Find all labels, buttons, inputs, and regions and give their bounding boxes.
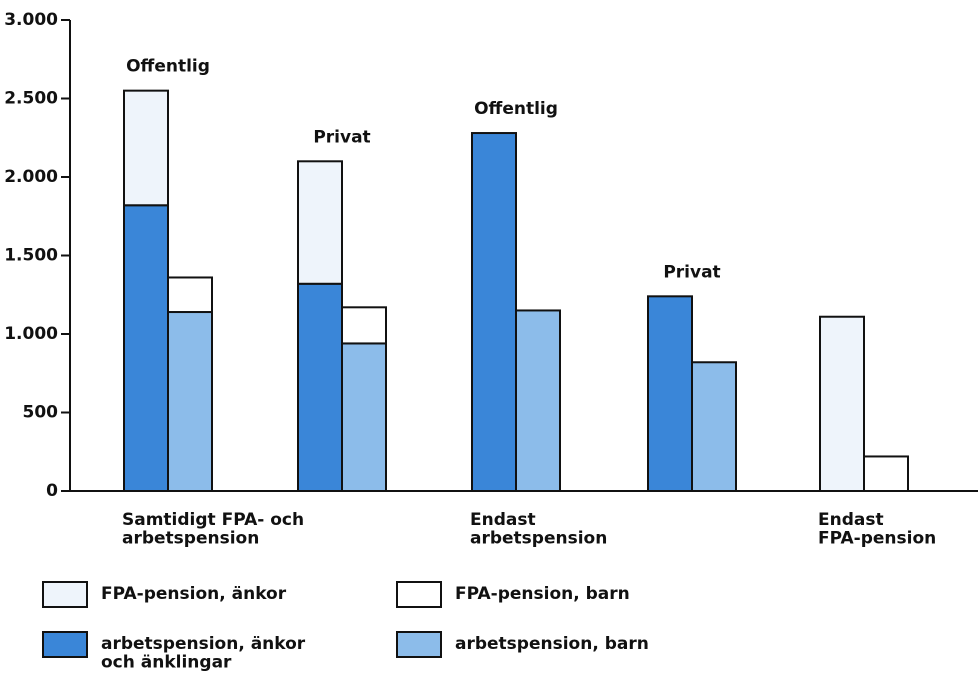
bar-segment (167, 276, 213, 314)
legend-label: arbetspension, barn (455, 634, 649, 654)
y-tick-label: 1.500 (4, 246, 58, 266)
bar-segment (471, 132, 517, 492)
y-tick-label: 500 (23, 403, 59, 423)
group-label: Privat (313, 127, 370, 147)
x-label: Samtidigt FPA- och arbetspension (122, 510, 304, 549)
legend-label: FPA-pension, änkor (101, 584, 287, 604)
bar-segment (691, 361, 737, 493)
y-tick-label: 2.000 (4, 167, 58, 187)
legend-swatch (396, 581, 442, 608)
bar-segment (123, 204, 169, 492)
group-label: Privat (663, 262, 720, 282)
legend-label: arbetspension, änkor och änklingar (101, 634, 306, 673)
y-tick-label: 1.000 (4, 324, 58, 344)
bar-segment (647, 295, 693, 492)
x-label: Endast FPA-pension (818, 510, 936, 549)
bar-segment (515, 309, 561, 493)
legend-swatch (42, 631, 88, 658)
bar-segment (341, 342, 387, 493)
group-label: Offentlig (474, 99, 558, 119)
bar-segment (123, 89, 169, 207)
bar-segment (819, 315, 865, 493)
bar-segment (297, 160, 343, 285)
bar-segment (167, 311, 213, 492)
bar-segment (341, 306, 387, 345)
bar-segment (297, 282, 343, 493)
y-tick-label: 2.500 (4, 89, 58, 109)
y-tick-label: 0 (46, 481, 58, 501)
x-label: Endast arbetspension (470, 510, 607, 549)
group-label: Offentlig (126, 57, 210, 77)
bar-segment (863, 455, 909, 492)
legend-swatch (396, 631, 442, 658)
legend-swatch (42, 581, 88, 608)
legend-label: FPA-pension, barn (455, 584, 630, 604)
y-tick-label: 3.000 (4, 10, 58, 30)
